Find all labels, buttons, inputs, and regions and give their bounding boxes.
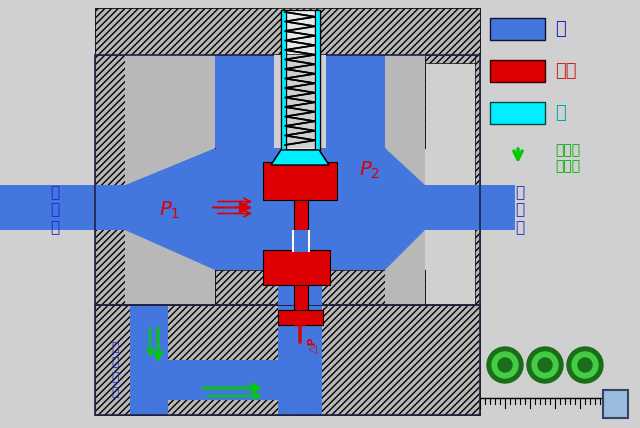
Bar — [294, 285, 308, 315]
Text: 阀: 阀 — [555, 104, 566, 122]
Bar — [130, 305, 168, 415]
Bar — [278, 305, 322, 415]
Bar — [95, 185, 130, 230]
Bar — [490, 60, 545, 82]
Polygon shape — [385, 148, 425, 270]
Circle shape — [492, 352, 518, 378]
Bar — [125, 63, 215, 148]
Bar — [490, 102, 545, 124]
Bar — [0, 185, 125, 230]
Bar — [95, 305, 480, 415]
Bar — [385, 55, 425, 148]
Bar — [278, 305, 322, 415]
Bar — [281, 10, 320, 150]
Bar — [215, 270, 385, 305]
Bar — [385, 55, 425, 148]
Bar — [315, 10, 320, 150]
Text: △P: △P — [307, 337, 317, 353]
Bar — [294, 230, 308, 252]
Text: 油: 油 — [555, 20, 566, 38]
Text: $P_1$: $P_1$ — [159, 199, 180, 221]
Bar — [125, 148, 385, 185]
Bar — [125, 270, 215, 305]
Polygon shape — [125, 148, 215, 270]
Bar — [278, 8, 322, 63]
Bar — [263, 162, 337, 200]
Polygon shape — [125, 55, 215, 185]
Polygon shape — [385, 55, 425, 185]
Bar — [95, 55, 480, 305]
Polygon shape — [125, 230, 215, 305]
Bar — [125, 185, 385, 230]
Bar — [292, 230, 310, 252]
Bar — [294, 158, 308, 162]
Text: 活塞: 活塞 — [555, 62, 577, 80]
Bar — [281, 10, 320, 150]
Bar — [385, 63, 425, 148]
Bar — [125, 55, 215, 148]
Bar — [125, 230, 385, 270]
Text: $P_2$: $P_2$ — [360, 159, 381, 181]
Bar — [95, 305, 480, 415]
Bar — [322, 55, 385, 148]
Bar — [281, 10, 286, 150]
Circle shape — [498, 358, 512, 372]
Text: 出
油
口: 出 油 口 — [515, 185, 525, 235]
Bar — [95, 8, 480, 63]
Polygon shape — [271, 150, 329, 165]
Bar — [215, 55, 385, 148]
Bar — [385, 270, 425, 305]
Circle shape — [532, 352, 558, 378]
Text: 控
制
油
路: 控 制 油 路 — [111, 341, 119, 399]
Bar — [125, 55, 215, 148]
Bar — [315, 10, 320, 150]
Bar — [130, 305, 168, 415]
Bar — [130, 360, 322, 400]
Circle shape — [572, 352, 598, 378]
Bar — [125, 270, 215, 305]
Bar — [490, 18, 545, 40]
Bar — [95, 8, 125, 415]
Bar — [130, 360, 322, 400]
Bar — [475, 8, 480, 415]
Bar — [125, 270, 215, 305]
Bar — [475, 185, 515, 230]
Bar — [380, 185, 475, 230]
Bar — [263, 250, 330, 285]
Circle shape — [567, 347, 603, 383]
Circle shape — [527, 347, 563, 383]
Polygon shape — [385, 230, 425, 305]
Text: 进
油
口: 进 油 口 — [51, 185, 60, 235]
Circle shape — [487, 347, 523, 383]
Polygon shape — [125, 55, 215, 185]
Bar — [281, 10, 286, 150]
Circle shape — [538, 358, 552, 372]
Bar — [95, 305, 125, 415]
Bar — [385, 270, 425, 305]
Bar — [385, 270, 425, 305]
Bar — [95, 8, 480, 55]
Bar — [315, 10, 320, 150]
Text: 液体流
动方向: 液体流 动方向 — [555, 143, 580, 173]
Bar — [294, 200, 308, 250]
Bar — [603, 390, 628, 418]
Bar — [278, 310, 323, 325]
Bar — [95, 305, 480, 415]
Polygon shape — [271, 150, 329, 165]
Bar — [281, 10, 286, 150]
Circle shape — [578, 358, 592, 372]
Bar — [274, 55, 326, 148]
Bar — [125, 55, 280, 148]
Bar — [278, 270, 322, 305]
